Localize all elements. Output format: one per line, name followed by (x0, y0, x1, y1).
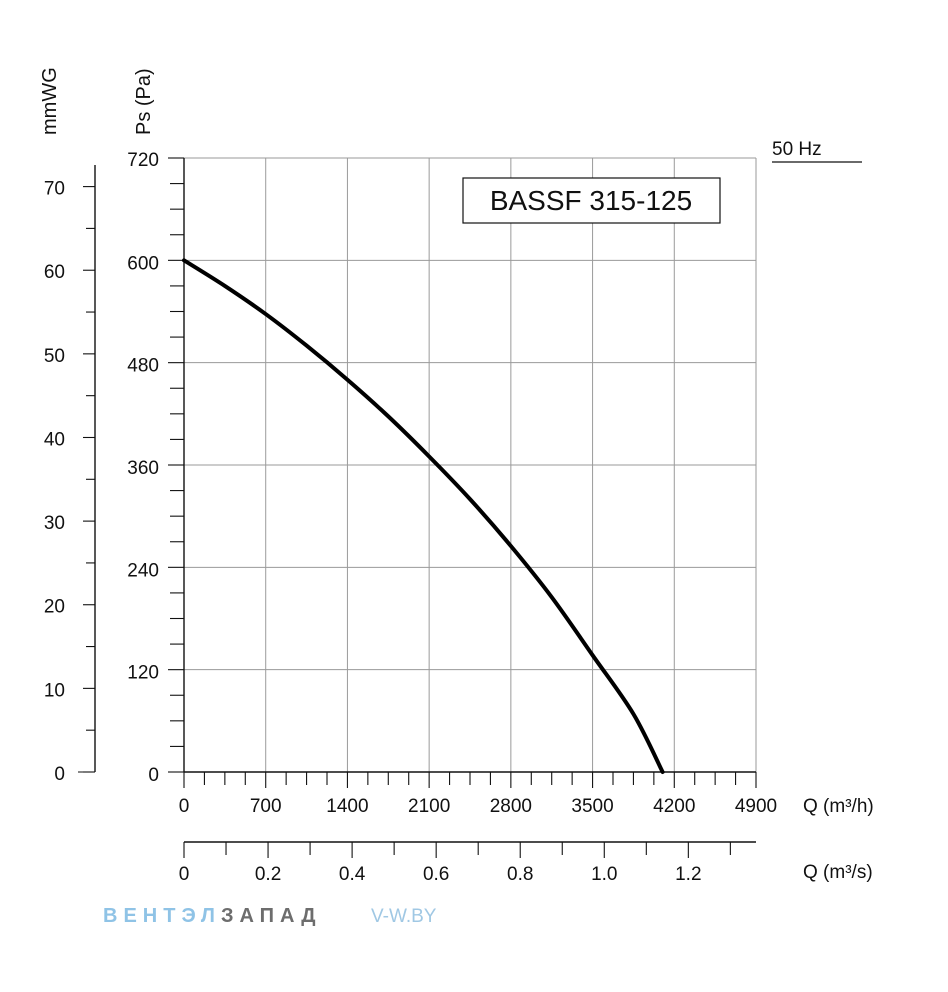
y-mmwg-tick-label: 70 (44, 179, 65, 200)
x-axis-m3h-label: Q (m³/h) (803, 796, 874, 817)
x-m3s-tick-label: 0 (179, 864, 190, 885)
y-mmwg-tick-label: 0 (54, 764, 65, 785)
brand-watermark: ВЕНТЭЛЗАПАД (103, 905, 321, 927)
x-m3s-tick-label: 1.2 (675, 864, 701, 885)
x-m3h-tick-label: 2800 (490, 796, 532, 817)
y-pa-tick-label: 240 (127, 560, 159, 581)
x-axis-m3s-label: Q (m³/s) (803, 862, 873, 883)
y-pa-tick-label: 360 (127, 458, 159, 479)
y-pa-tick-label: 480 (127, 356, 159, 377)
y-mmwg-tick-label: 50 (44, 346, 65, 367)
x-m3h-tick-label: 3500 (571, 796, 613, 817)
x-m3h-tick-label: 4200 (653, 796, 695, 817)
x-m3h-tick-label: 0 (179, 796, 190, 817)
y-pa-tick-label: 0 (148, 765, 159, 786)
x-m3h-tick-label: 700 (250, 796, 282, 817)
y-mmwg-tick-label: 20 (44, 597, 65, 618)
y-pa-tick-label: 600 (127, 253, 159, 274)
y-pa-tick-label: 720 (127, 150, 159, 171)
title-box (462, 177, 721, 224)
x-m3s-tick-label: 0.6 (423, 864, 449, 885)
x-m3s-tick-label: 0.8 (507, 864, 533, 885)
y-axis-pa-label: Ps (Pa) (133, 68, 155, 135)
chart-title: BASSF 315-125 (490, 185, 692, 216)
x-m3h-tick-label: 4900 (735, 796, 777, 817)
site-watermark: V-W.BY (371, 906, 437, 927)
x-m3s-tick-label: 1.0 (591, 864, 617, 885)
y-pa-tick-label: 120 (127, 663, 159, 684)
frequency-label: 50 Hz (772, 139, 822, 160)
y-mmwg-tick-label: 10 (44, 680, 65, 701)
brand-part1: ВЕНТЭЛ (103, 905, 221, 927)
y-mmwg-tick-label: 60 (44, 262, 65, 283)
x-m3s-tick-label: 0.4 (339, 864, 366, 885)
y-axis-mmwg-label: mmWG (39, 67, 61, 135)
x-m3s-tick-label: 0.2 (255, 864, 281, 885)
x-m3h-tick-label: 2100 (408, 796, 450, 817)
y-mmwg-tick-label: 30 (44, 513, 65, 534)
y-mmwg-tick-label: 40 (44, 429, 65, 450)
x-m3h-tick-label: 1400 (326, 796, 368, 817)
brand-part2: ЗАПАД (221, 905, 322, 927)
fan-curve-line (182, 258, 665, 774)
